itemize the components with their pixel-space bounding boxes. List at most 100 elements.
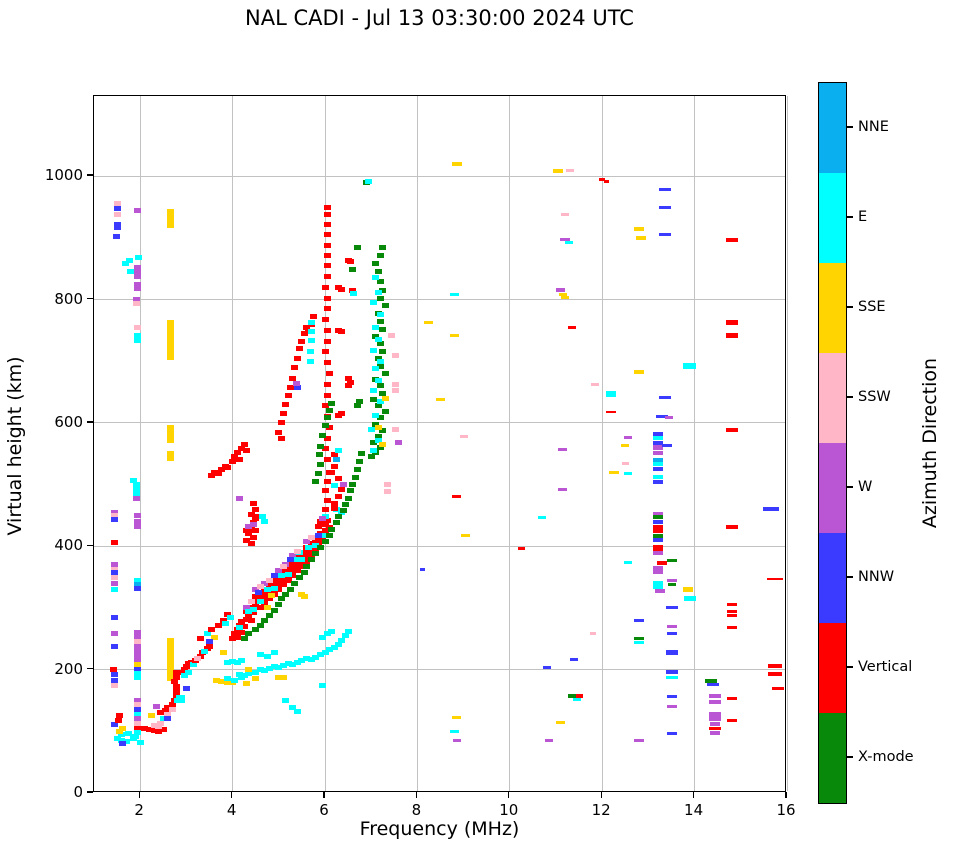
colorbar-tick: [847, 666, 853, 668]
data-point-X-mode: [370, 440, 377, 446]
data-point-Vertical: [291, 563, 299, 569]
data-point-SSE: [115, 729, 123, 735]
y-tick-label: 400: [54, 536, 83, 555]
data-point-NNW: [665, 606, 678, 610]
data-point-W: [249, 522, 257, 528]
data-point-Vertical: [289, 376, 297, 381]
data-point-Vertical: [323, 359, 331, 365]
data-point-Vertical: [145, 726, 153, 732]
data-point-X-mode: [652, 515, 663, 520]
data-point-E: [284, 571, 292, 577]
data-point-SSW: [111, 566, 119, 572]
data-point-W: [289, 553, 297, 559]
data-point-SSW: [134, 721, 142, 727]
data-point-NNW: [111, 678, 119, 684]
data-point-X-mode: [326, 532, 334, 538]
data-point-E: [226, 614, 234, 620]
colorbar-segment-W: [819, 443, 846, 533]
data-point-SSE: [148, 712, 156, 718]
data-point-E: [335, 448, 343, 454]
data-point-Vertical: [249, 534, 257, 540]
data-point-E: [126, 269, 134, 275]
data-point-X-mode: [326, 408, 334, 414]
data-point-W: [545, 739, 554, 743]
data-point-NNW: [111, 614, 119, 620]
data-point-NNW: [134, 667, 142, 673]
data-point-X-mode: [245, 631, 253, 637]
data-point-Vertical: [215, 622, 223, 628]
colorbar: [818, 82, 847, 804]
data-point-X-mode: [379, 244, 387, 250]
data-point-X-mode: [356, 458, 364, 464]
data-point-X-mode: [316, 462, 324, 468]
data-point-Vertical: [261, 600, 269, 606]
data-point-X-mode: [270, 607, 278, 613]
data-point-W: [623, 435, 632, 439]
data-point-Vertical: [224, 464, 232, 470]
data-point-W: [152, 703, 160, 709]
data-point-Vertical: [321, 506, 329, 512]
data-point-W: [133, 297, 140, 303]
data-point-Vertical: [111, 540, 119, 546]
data-point-SSE: [166, 223, 174, 229]
data-point-Vertical: [599, 177, 606, 181]
data-point-E: [319, 635, 327, 641]
data-point-W: [652, 445, 663, 451]
data-point-W: [134, 643, 142, 649]
data-point-Vertical: [231, 631, 239, 637]
data-point-NNW: [666, 694, 677, 698]
data-point-SSE: [166, 342, 174, 348]
data-point-W: [134, 658, 142, 664]
data-point-Vertical: [229, 458, 237, 464]
data-point-E: [134, 675, 142, 681]
data-point-Vertical: [335, 494, 343, 500]
data-point-Vertical: [335, 475, 343, 481]
data-point-X-mode: [266, 612, 274, 618]
data-point-W: [261, 580, 269, 586]
data-point-Vertical: [238, 619, 246, 625]
data-point-W: [710, 721, 721, 726]
data-point-Vertical: [321, 284, 329, 290]
colorbar-label-X-mode: X-mode: [858, 749, 914, 765]
data-point-E: [323, 631, 331, 637]
data-point-NNW: [666, 632, 677, 636]
data-point-X-mode: [376, 318, 384, 324]
data-point-X-mode: [353, 244, 361, 250]
data-point-SSW: [134, 324, 142, 330]
data-point-NNW: [254, 590, 262, 596]
data-point-E: [289, 705, 297, 711]
data-point-X-mode: [704, 679, 717, 684]
data-point-SSW: [157, 721, 165, 727]
data-point-SSE: [682, 586, 693, 592]
data-point-E: [279, 662, 287, 668]
data-point-X-mode: [666, 558, 677, 562]
data-point-NNW: [762, 506, 779, 511]
plot-area: [93, 95, 788, 792]
data-point-W: [666, 705, 677, 709]
data-point-W: [652, 511, 663, 516]
data-point-NNW: [658, 396, 671, 400]
data-point-X-mode: [379, 390, 387, 396]
data-point-E: [634, 640, 645, 644]
data-point-X-mode: [291, 580, 299, 586]
data-point-X-mode: [319, 432, 327, 438]
data-point-E: [180, 673, 188, 679]
data-point-Vertical: [114, 717, 122, 723]
data-point-Vertical: [321, 316, 329, 322]
gridline-x-4: [232, 96, 234, 791]
x-tick-label: 12: [591, 801, 611, 819]
data-point-E: [134, 332, 142, 338]
data-point-E: [252, 669, 260, 675]
data-point-SSE: [268, 593, 276, 599]
data-point-Vertical: [725, 320, 738, 326]
data-point-Vertical: [277, 420, 285, 426]
data-point-Vertical: [293, 568, 301, 574]
data-point-X-mode: [240, 635, 248, 641]
data-point-W: [236, 495, 244, 501]
x-tick: [415, 792, 418, 798]
data-point-W: [666, 624, 677, 628]
data-point-W: [395, 440, 403, 446]
data-point-E: [222, 620, 230, 626]
data-point-E: [376, 312, 384, 318]
data-point-E: [256, 667, 264, 673]
